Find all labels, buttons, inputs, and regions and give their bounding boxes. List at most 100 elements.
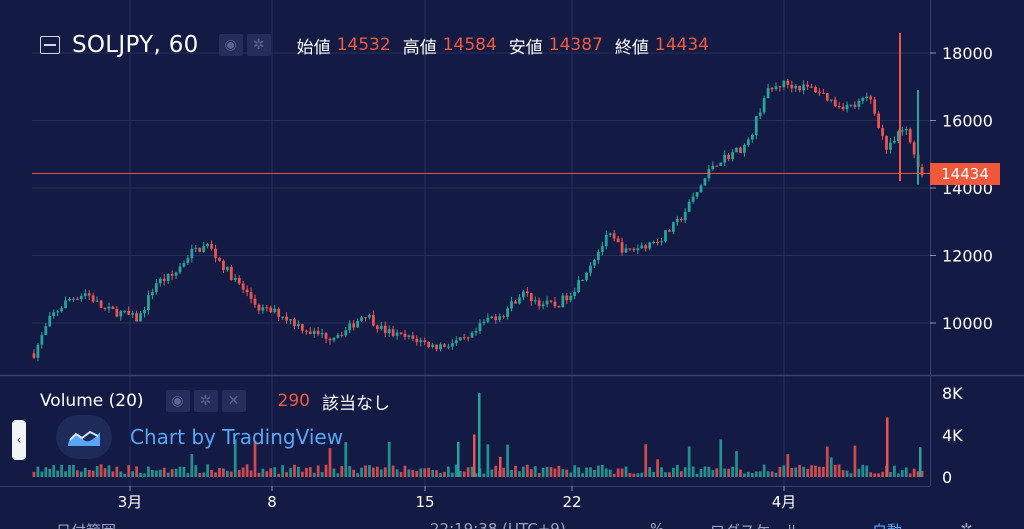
open-label: 始値 [296,37,331,58]
candle-body [150,292,154,296]
volume-bar [340,466,344,477]
auto-scale-toggle[interactable]: 自動 [872,520,902,529]
volume-bar [115,466,119,477]
volume-bar [798,464,802,477]
log-scale-toggle[interactable]: ログスケール [710,520,800,529]
candle-body [277,308,281,317]
candle-body [758,112,762,117]
candle-body [222,260,225,270]
collapse-icon[interactable] [40,36,60,54]
volume-bar [186,473,190,477]
candle-body [624,248,628,253]
candle-body [95,300,99,302]
volume-bars [32,393,924,477]
percent-toggle[interactable]: % [650,520,665,529]
candle-body [814,87,817,93]
candle-body [904,129,908,131]
eye-icon[interactable]: ◉ [165,390,190,412]
date-range-button[interactable]: 日付範囲 [56,520,116,529]
volume-bar [245,464,249,477]
collapse-panel-handle[interactable]: ‹ [12,420,26,460]
gear-icon[interactable]: ✲ [193,390,218,412]
candle-body [806,84,809,87]
candle-body [304,330,308,332]
volume-bar [825,446,829,477]
price-legend: SOLJPY, 60 ◉ ✲ 始値 14532 高値 14584 安値 14387 終… [40,30,721,60]
volume-bar [593,469,596,477]
candle-body [391,329,395,336]
candle-body [699,185,703,192]
candle-body [569,295,573,301]
candle-body [56,311,60,313]
candle-body [719,162,723,166]
candle-body [695,191,699,197]
close-icon[interactable]: ✕ [221,390,246,412]
x-tick-label: 15 [415,493,434,511]
settings-icon[interactable]: ✲ [960,520,973,529]
volume-bar [782,465,786,477]
volume-bar [64,471,67,477]
candle-body [340,334,344,336]
volume-bar [565,469,569,477]
candle-body [281,316,285,318]
volume-bar [257,472,261,477]
volume-bar [695,473,699,477]
volume-bar [352,469,356,477]
volume-bar [277,473,281,477]
volume-bar [652,471,656,477]
volume-bar [671,467,675,477]
chevron-left-icon: ‹ [16,432,22,448]
gear-icon[interactable]: ✲ [246,34,271,56]
clock-readout[interactable]: 22:19:38 (UTC+9) [430,520,566,529]
volume-bar [190,454,194,477]
candle-body [119,311,123,317]
volume-bar [44,467,48,477]
candle-body [182,263,186,267]
volume-bar [458,470,462,477]
candle-body [79,295,83,299]
eye-icon[interactable]: ◉ [218,34,243,56]
candle-body [877,113,880,129]
volume-bar [443,471,446,477]
candle-body [470,332,474,338]
candle-body [72,298,75,300]
volume-bar [95,465,99,477]
candle-body [273,308,277,313]
candle-body [833,99,837,106]
candle-body [683,211,687,221]
volume-bar [166,472,170,477]
candle-body [324,332,328,339]
candle-body [202,246,206,252]
candle-body [553,301,557,307]
candle-body [881,128,884,136]
volume-bar [529,469,533,477]
candle-body [99,300,103,308]
volume-bar [833,464,837,477]
candle-body [490,316,494,318]
candle-body [139,313,142,322]
candle-body [210,244,213,249]
volume-bar [668,472,671,477]
volume-bar [589,467,592,477]
volume-bar [312,472,316,477]
x-tick-label: 3月 [118,493,143,511]
volume-bar [908,473,912,477]
tradingview-watermark[interactable]: Chart by TradingView [56,415,343,459]
volume-bar [60,464,63,477]
candle-body [853,104,857,107]
volume-bar [198,473,202,477]
volume-bar [328,448,332,477]
volume-bar [214,472,217,477]
volume-bar [837,464,841,477]
candle-body [364,317,367,319]
volume-bar [158,469,162,477]
volume-bar [356,473,360,477]
volume-bar [478,393,481,477]
candle-body [715,165,719,167]
volume-bar [624,466,628,477]
candle-body [798,85,802,91]
volume-bar [703,466,707,477]
volume-bar [557,465,561,477]
candle-body [735,147,738,153]
